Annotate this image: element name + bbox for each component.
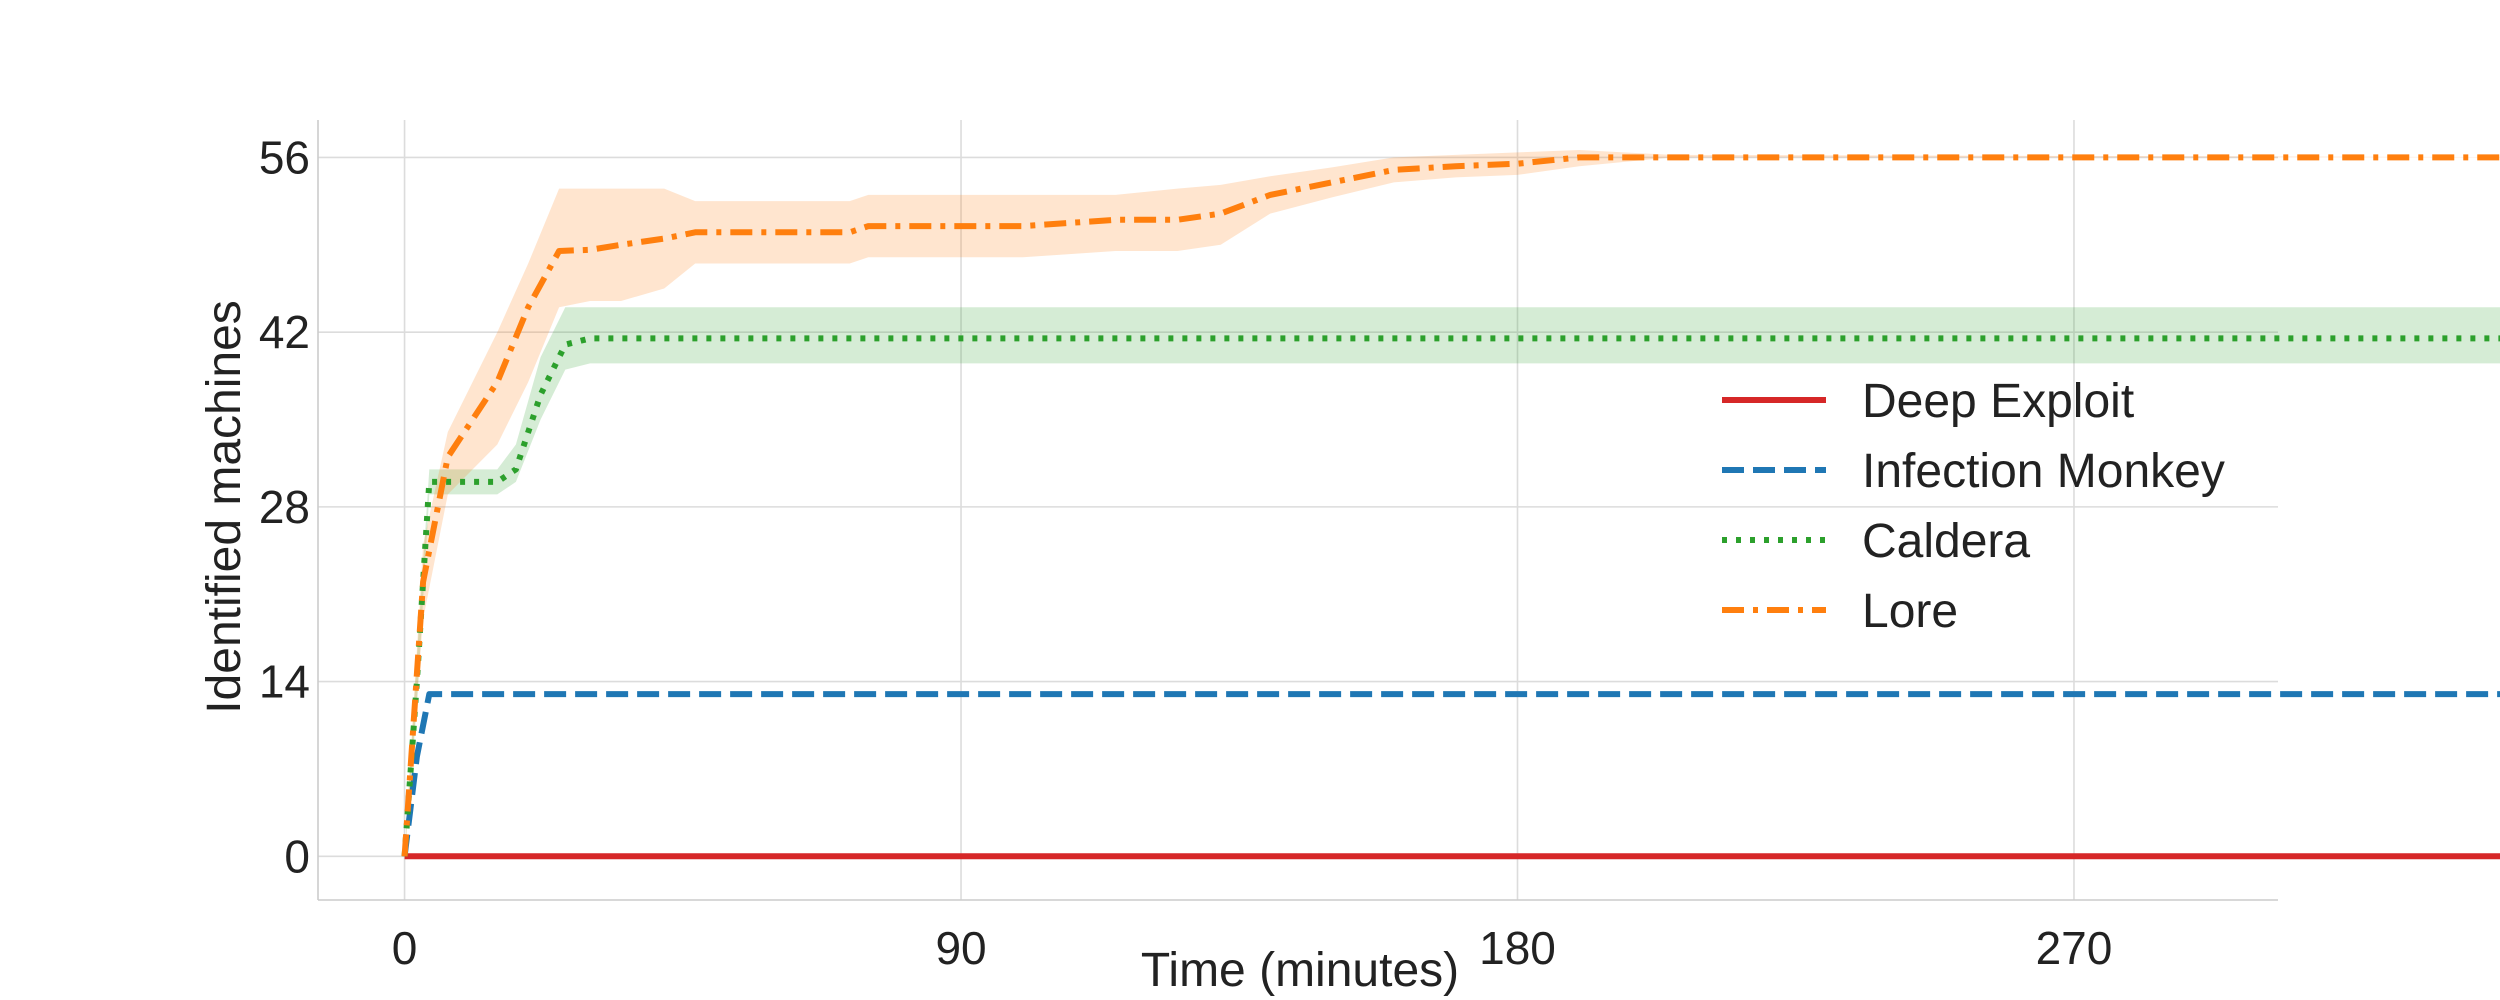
series-line-3 bbox=[401, 154, 2500, 857]
series-line-2 bbox=[401, 335, 2500, 857]
legend-label: Deep Exploit bbox=[1862, 375, 2134, 428]
x-tick-label: 0 bbox=[392, 922, 418, 974]
y-tick-label: 28 bbox=[259, 481, 310, 533]
axes bbox=[317, 120, 2278, 901]
legend-label: Caldera bbox=[1862, 515, 2030, 568]
x-tick-label: 90 bbox=[935, 922, 986, 974]
x-axis-label: Time (minutes) bbox=[1141, 944, 1459, 997]
series-lines bbox=[401, 154, 2500, 860]
tick-labels: 090180270360014284256 bbox=[259, 131, 2113, 974]
x-tick-label: 270 bbox=[2036, 922, 2113, 974]
legend-label: Infection Monkey bbox=[1862, 445, 2225, 498]
y-tick-label: 14 bbox=[259, 656, 310, 708]
band-3 bbox=[404, 150, 2500, 857]
confidence-bands bbox=[404, 150, 2500, 857]
y-tick-label: 42 bbox=[259, 306, 310, 358]
x-tick-label: 180 bbox=[1479, 922, 1556, 974]
legend-label: Lore bbox=[1862, 585, 1958, 638]
band-2 bbox=[404, 307, 2500, 857]
y-axis-label: Identified machines bbox=[198, 300, 251, 714]
y-tick-label: 0 bbox=[284, 830, 310, 882]
y-tick-label: 56 bbox=[259, 131, 310, 183]
series-line-1 bbox=[401, 691, 2500, 857]
legend: Deep Exploit Infection Monkey Caldera Lore bbox=[1722, 375, 2225, 638]
